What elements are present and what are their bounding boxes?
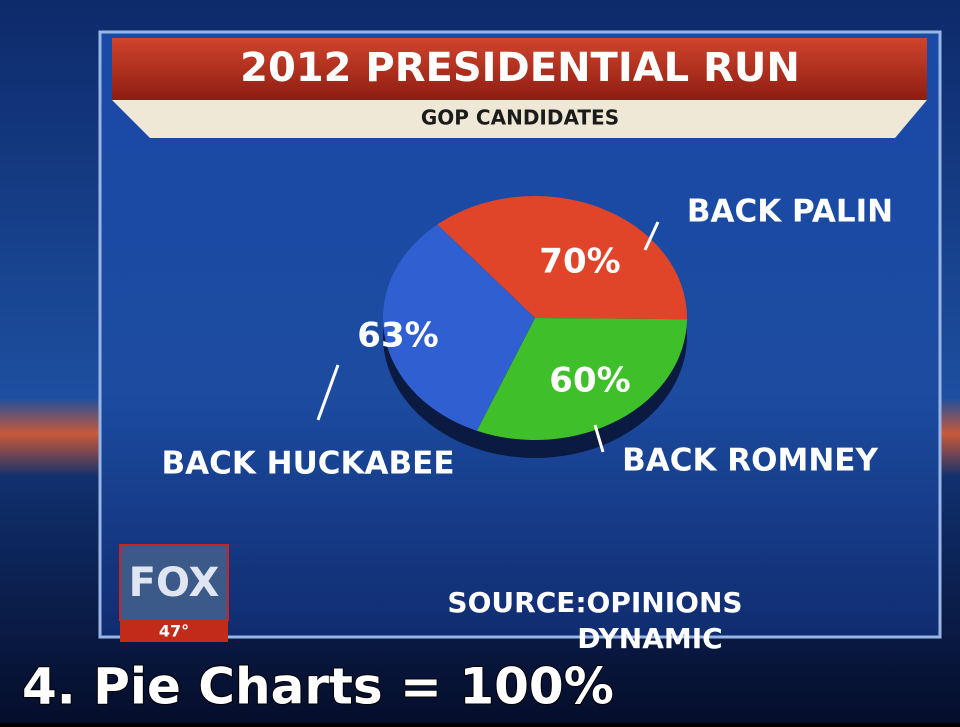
channel-logo: FOX: [129, 560, 220, 606]
subtitle-band: [112, 100, 927, 138]
leader-line: [316, 364, 340, 421]
temperature: 47°: [159, 622, 189, 641]
value-label: 63%: [357, 316, 438, 356]
chart-title: 2012 PRESIDENTIAL RUN: [240, 45, 800, 91]
pie-slice: [383, 224, 535, 431]
pie-slice: [476, 318, 687, 440]
leader-line: [643, 221, 660, 251]
logo-box: [119, 544, 229, 621]
pie-slice: [437, 195, 688, 320]
value-label: 70%: [539, 242, 620, 282]
leader-line: [593, 424, 605, 453]
category-label: BACK HUCKABEE: [161, 446, 454, 482]
category-label: BACK PALIN: [687, 194, 893, 230]
pie: [383, 195, 688, 458]
source: SOURCE:OPINIONS DYNAMIC: [447, 586, 742, 655]
temp-box: [120, 620, 228, 642]
source-line: SOURCE:OPINIONS: [447, 586, 742, 619]
source-line: DYNAMIC: [577, 622, 722, 655]
category-label: BACK ROMNEY: [622, 443, 878, 479]
title-band: [112, 38, 927, 100]
caption: 4. Pie Charts = 100%: [22, 658, 614, 716]
chart-subtitle: GOP CANDIDATES: [421, 106, 619, 130]
value-label: 60%: [549, 361, 630, 401]
